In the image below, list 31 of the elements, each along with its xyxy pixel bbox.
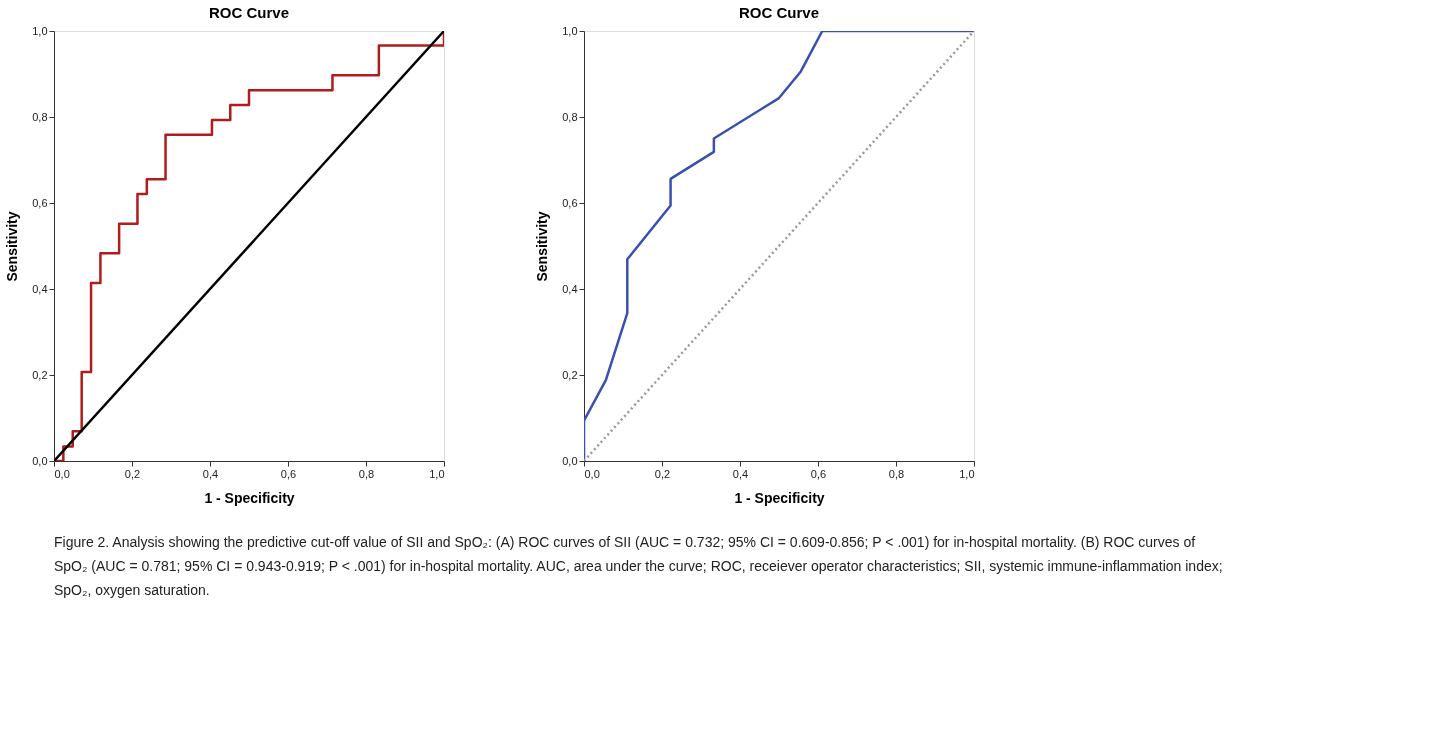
y-tick-label: 0,4 <box>32 282 48 295</box>
y-tick-label: 0,2 <box>562 368 578 381</box>
x-tick-label: 0,8 <box>358 467 375 480</box>
y-tick-label: 0,4 <box>562 282 578 295</box>
x-tick-label: 0,2 <box>654 467 671 480</box>
y-tick-label: 1,0 <box>562 24 578 37</box>
x-tick-label: 0,2 <box>124 467 141 480</box>
x-tick-label: 0,0 <box>584 467 600 480</box>
x-tick-label: 0,4 <box>202 467 219 480</box>
chart-title: ROC Curve <box>208 4 290 21</box>
x-tick-label: 0,6 <box>280 467 297 480</box>
x-axis-title: 1 - Specificity <box>734 489 825 506</box>
y-tick-label: 0,2 <box>32 368 48 381</box>
chart-title: ROC Curve <box>738 4 820 21</box>
x-tick-label: 0,8 <box>888 467 905 480</box>
y-tick-label: 0,6 <box>32 196 48 209</box>
caption: Figure 2. Analysis showing the predictive cut-off value of SII and SpO₂: (A) ROC curves of SII (AUC = 0.732; 95% CI = 0.609-0.856; P < .001) for in-hospital mortality. (B) ROC curves of SpO₂ (AUC = 0.781; 95% CI = 0.943-0.919; P < .001) for in-hospital mortality. AUC, area under the curve; ROC, receiever operator characteristics; SII, systemic immune-inflammation index; SpO₂, oxygen saturation. <box>54 534 1223 598</box>
y-tick-label: 0,8 <box>32 110 48 123</box>
y-axis-title: Sensitivity <box>534 211 551 282</box>
y-tick-label: 0,0 <box>562 454 578 467</box>
y-tick-label: 0,8 <box>562 110 578 123</box>
y-tick-label: 0,6 <box>562 196 578 209</box>
x-axis-title: 1 - Specificity <box>204 489 295 506</box>
x-tick-label: 1,0 <box>959 467 975 480</box>
y-axis-title: Sensitivity <box>4 211 21 282</box>
y-tick-label: 1,0 <box>32 24 48 37</box>
x-tick-label: 0,0 <box>54 467 70 480</box>
y-tick-label: 0,0 <box>32 454 48 467</box>
x-tick-label: 0,6 <box>810 467 827 480</box>
x-tick-label: 1,0 <box>429 467 445 480</box>
x-tick-label: 0,4 <box>732 467 749 480</box>
